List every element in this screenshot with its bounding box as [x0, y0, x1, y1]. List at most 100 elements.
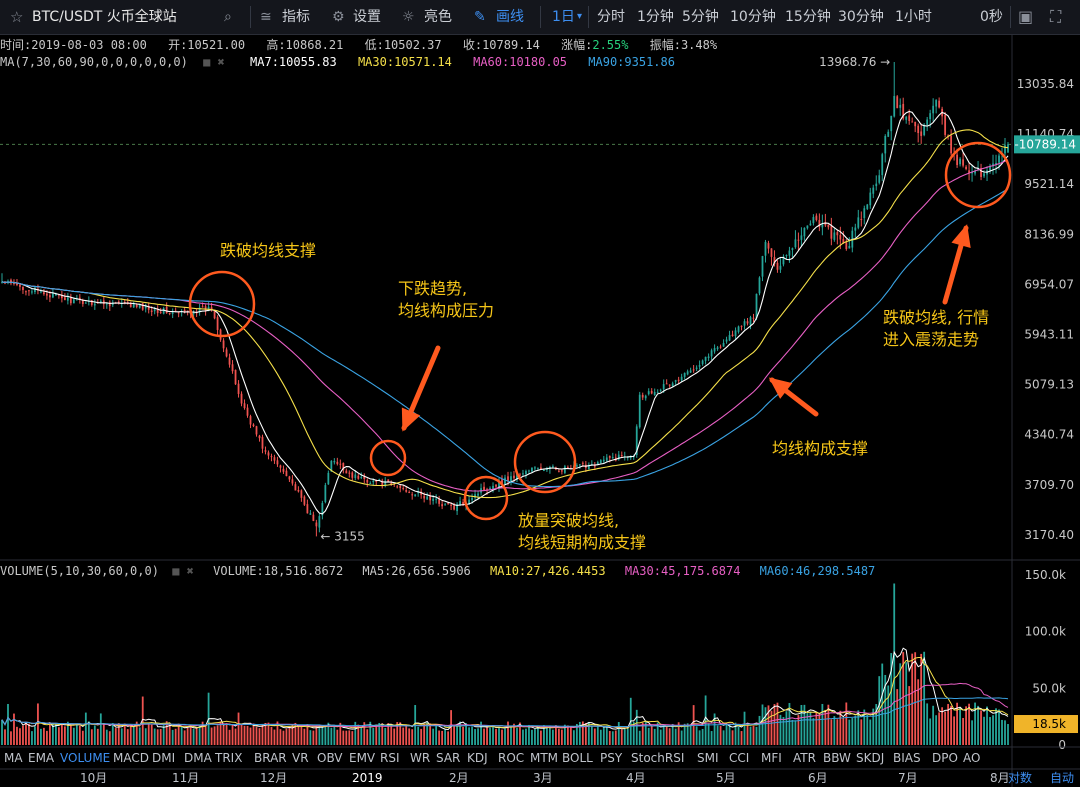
- candle-body: [534, 467, 536, 469]
- candle-body: [10, 279, 12, 284]
- period-15min[interactable]: 15分钟: [785, 9, 831, 25]
- indicator-tab-ema[interactable]: EMA: [28, 751, 55, 765]
- indicator-tab-ao[interactable]: AO: [963, 751, 981, 765]
- candle-body: [611, 457, 614, 459]
- pen-icon[interactable]: ✎: [474, 9, 486, 25]
- indicator-tab-wr[interactable]: WR: [410, 751, 431, 765]
- candle-body: [734, 330, 737, 337]
- auto-scale-toggle[interactable]: 自动: [1050, 771, 1075, 785]
- chevron-down-icon[interactable]: ▾: [577, 11, 583, 22]
- fullscreen-icon[interactable]: ⛶: [1050, 7, 1062, 26]
- indicator-tab-stochrsi[interactable]: StochRSI: [631, 751, 685, 765]
- indicator-tab-psy[interactable]: PSY: [600, 751, 623, 765]
- volume-bar: [37, 703, 39, 745]
- period-1min[interactable]: 1分钟: [637, 9, 674, 25]
- annotation-downtrend-line1: 下跌趋势,: [398, 279, 468, 298]
- indicator-tab-skdj[interactable]: SKDJ: [856, 751, 885, 765]
- period-5min[interactable]: 5分钟: [682, 9, 719, 25]
- candle-body: [965, 166, 967, 169]
- indicator-tab-volume[interactable]: VOLUME: [60, 751, 111, 765]
- volume-bar: [818, 713, 821, 745]
- close-icon[interactable]: ✖: [186, 564, 194, 578]
- indicator-button[interactable]: 指标: [282, 9, 310, 25]
- volume-bar: [399, 722, 402, 745]
- indicator-icon[interactable]: ≅: [260, 9, 272, 25]
- candle-body: [740, 325, 743, 327]
- search-icon[interactable]: ⌕: [224, 9, 232, 25]
- indicator-tab-vr[interactable]: VR: [292, 751, 309, 765]
- indicator-tab-ma[interactable]: MA: [4, 751, 23, 765]
- indicator-tab-bbw[interactable]: BBW: [823, 751, 851, 765]
- settings-button[interactable]: 设置: [353, 9, 381, 25]
- volume-bar: [854, 715, 857, 745]
- period-30min[interactable]: 30分钟: [838, 9, 884, 25]
- candle-body: [842, 239, 845, 244]
- draw-button[interactable]: 画线: [496, 9, 524, 25]
- indicator-tab-rsi[interactable]: RSI: [380, 751, 400, 765]
- period-1hour[interactable]: 1小时: [895, 9, 932, 25]
- indicator-tab-brar[interactable]: BRAR: [254, 751, 287, 765]
- volume-bar: [43, 727, 45, 745]
- indicator-tab-obv[interactable]: OBV: [317, 751, 343, 765]
- volume-bar: [623, 728, 626, 745]
- indicator-tab-dpo[interactable]: DPO: [932, 751, 958, 765]
- camera-icon[interactable]: ▣: [1018, 7, 1034, 26]
- log-scale-toggle[interactable]: 对数: [1008, 771, 1033, 785]
- eye-icon[interactable]: ■: [172, 564, 180, 578]
- volume-bar: [605, 725, 608, 745]
- volume-bar: [147, 722, 150, 745]
- eye-icon[interactable]: ■: [203, 55, 211, 69]
- star-icon[interactable]: ☆: [10, 8, 24, 26]
- period-selected[interactable]: 1日: [552, 9, 575, 25]
- volume-bar: [28, 723, 30, 745]
- indicator-tab-boll[interactable]: BOLL: [562, 751, 593, 765]
- indicator-tab-dma[interactable]: DMA: [184, 751, 212, 765]
- ma-params[interactable]: MA(7,30,60,90,0,0,0,0,0,0): [0, 55, 188, 69]
- indicator-tab-dmi[interactable]: DMI: [152, 751, 176, 765]
- sun-icon[interactable]: ☼: [402, 9, 415, 25]
- volume-bar: [420, 728, 423, 745]
- volume-bar: [863, 709, 866, 745]
- indicator-tab-smi[interactable]: SMI: [697, 751, 719, 765]
- candle-body: [701, 360, 704, 365]
- volume-bar: [534, 729, 536, 745]
- indicator-tab-roc[interactable]: ROC: [498, 751, 525, 765]
- volume-bar: [366, 729, 369, 745]
- volume-bar: [213, 726, 216, 745]
- candle-body: [872, 187, 875, 194]
- candle-body: [435, 498, 438, 500]
- indicator-tab-mtm[interactable]: MTM: [530, 751, 559, 765]
- current-volume-tag: [1014, 715, 1078, 734]
- volume-bar: [138, 727, 141, 745]
- volume-bar: [959, 707, 961, 745]
- indicator-tab-emv[interactable]: EMV: [349, 751, 376, 765]
- volume-params[interactable]: VOLUME(5,10,30,60,0,0): [0, 564, 159, 578]
- close-icon[interactable]: ✖: [217, 55, 225, 69]
- indicator-tab-mfi[interactable]: MFI: [761, 751, 782, 765]
- candle-body: [531, 467, 533, 472]
- vol-ma5-value: MA5:26,656.5906: [362, 564, 471, 578]
- volume-bar: [698, 730, 701, 745]
- volume-bar: [701, 728, 704, 745]
- indicator-tab-trix[interactable]: TRIX: [215, 751, 243, 765]
- volume-bar: [980, 710, 982, 745]
- period-fenshi[interactable]: 分时: [597, 9, 625, 25]
- indicator-tab-macd[interactable]: MACD: [113, 751, 149, 765]
- indicator-tab-bias[interactable]: BIAS: [893, 751, 921, 765]
- period-10min[interactable]: 10分钟: [730, 9, 776, 25]
- indicator-tab-kdj[interactable]: KDJ: [467, 751, 488, 765]
- symbol-title[interactable]: BTC/USDT 火币全球站: [32, 9, 177, 25]
- indicator-tab-sar[interactable]: SAR: [436, 751, 461, 765]
- annotation-arrow-downtrend-head: [401, 407, 421, 432]
- indicator-tab-cci[interactable]: CCI: [729, 751, 750, 765]
- volume-bar: [932, 705, 935, 745]
- volume-bar: [674, 728, 677, 745]
- candle-body: [575, 465, 578, 467]
- volume-bar: [635, 709, 638, 745]
- candle-body: [713, 348, 716, 352]
- indicator-tab-atr[interactable]: ATR: [793, 751, 816, 765]
- brightness-button[interactable]: 亮色: [424, 9, 452, 25]
- gear-icon[interactable]: ⚙: [332, 9, 345, 25]
- candle-body: [677, 379, 680, 381]
